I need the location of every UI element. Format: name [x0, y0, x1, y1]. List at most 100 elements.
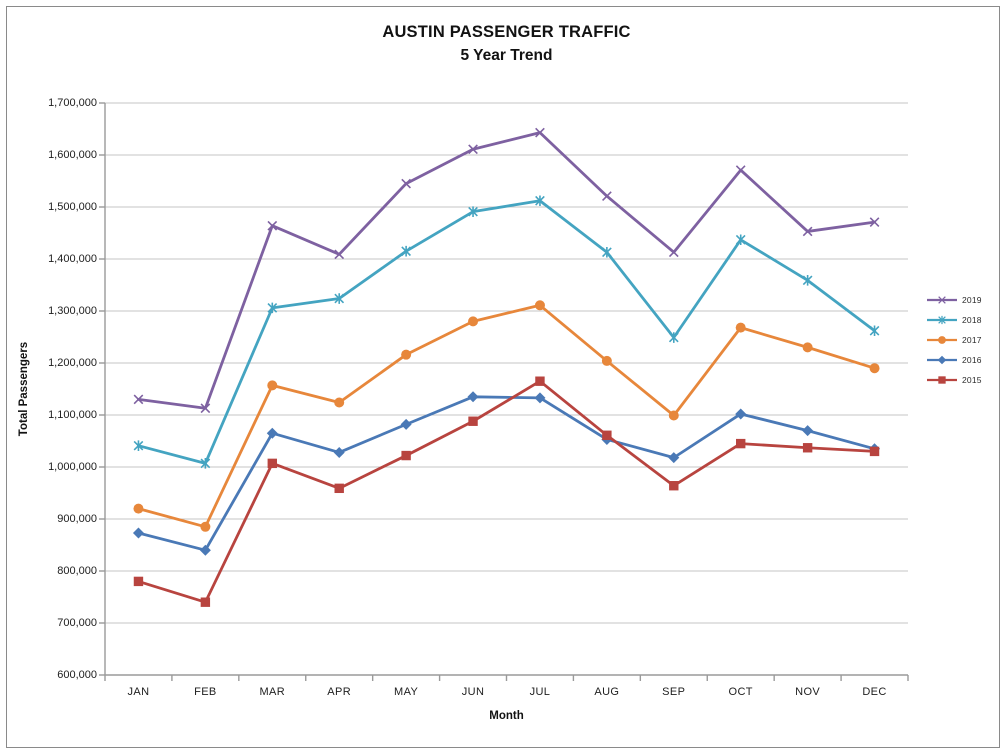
marker-circle-icon — [401, 349, 412, 360]
x-tick-label: SEP — [662, 686, 686, 698]
marker-square-icon — [133, 576, 144, 587]
marker-square-icon — [468, 416, 478, 426]
x-tick-label: JAN — [127, 686, 150, 698]
marker-x-icon — [200, 403, 211, 414]
y-tick-label: 1,300,000 — [48, 304, 97, 317]
legend-marker — [937, 355, 947, 365]
marker-asterisk-icon — [735, 234, 746, 246]
legend-marker — [938, 336, 946, 344]
marker-square-icon — [200, 597, 211, 607]
marker-square-icon — [267, 458, 277, 469]
chart-subtitle: 5 Year Trend — [460, 47, 553, 64]
marker-diamond-icon — [534, 392, 546, 404]
series-2016 — [132, 391, 881, 556]
legend-marker — [938, 315, 946, 325]
marker-circle-icon — [133, 503, 144, 514]
x-tick-label: DEC — [862, 686, 887, 698]
y-tick-label: 600,000 — [57, 668, 97, 681]
marker-diamond-icon — [199, 544, 211, 556]
series-line-2018 — [137, 199, 876, 465]
y-tick-label: 1,500,000 — [48, 200, 97, 213]
x-axis-title: Month — [489, 710, 524, 722]
legend-marker-icon — [927, 296, 957, 304]
marker-circle-icon — [938, 336, 946, 344]
marker-x-icon — [133, 394, 144, 405]
y-tick-label: 900,000 — [57, 512, 97, 525]
legend-marker — [938, 376, 946, 384]
y-axis-title: Total Passengers — [18, 341, 30, 437]
marker-square-icon — [869, 446, 880, 457]
marker-square-icon — [535, 376, 545, 386]
marker-circle-icon — [468, 316, 479, 327]
marker-x-icon — [267, 220, 278, 231]
legend-item-2017: 2017 — [926, 330, 982, 350]
marker-square-icon — [802, 443, 813, 453]
marker-x-icon — [735, 165, 746, 175]
legend-marker — [938, 296, 946, 304]
marker-diamond-icon — [802, 425, 814, 437]
marker-asterisk-icon — [869, 325, 880, 337]
marker-asterisk-icon — [200, 458, 211, 469]
legend-label: 2018 — [962, 315, 982, 325]
chart-title-block: AUSTIN PASSENGER TRAFFIC 5 Year Trend — [105, 20, 908, 68]
x-tick-label: MAR — [259, 686, 286, 698]
legend: 2019 2018 2017 2016 2015 — [926, 290, 982, 390]
x-tick-label: NOV — [795, 686, 821, 698]
marker-asterisk-icon — [401, 245, 411, 257]
legend-label: 2015 — [962, 375, 982, 385]
marker-asterisk-icon — [267, 302, 278, 314]
marker-asterisk-icon — [938, 315, 946, 325]
legend-marker-icon — [927, 376, 957, 384]
legend-label: 2016 — [962, 355, 982, 365]
y-tick-label: 1,700,000 — [48, 96, 97, 109]
x-tick-label: JUL — [529, 686, 551, 698]
series-line-2015 — [137, 379, 876, 604]
marker-circle-icon — [869, 363, 880, 374]
marker-x-icon — [334, 249, 345, 260]
y-tick-label: 1,600,000 — [48, 148, 97, 161]
marker-circle-icon — [267, 380, 278, 391]
marker-circle-icon — [334, 397, 345, 408]
series-line-2017 — [137, 303, 876, 529]
x-tick-label: AUG — [594, 686, 620, 698]
chart-border-frame — [6, 6, 1000, 748]
chart-title: AUSTIN PASSENGER TRAFFIC — [382, 23, 631, 41]
marker-diamond-icon — [266, 427, 278, 439]
marker-circle-icon — [200, 521, 211, 532]
series-2017 — [133, 300, 880, 532]
marker-square-icon — [334, 483, 344, 494]
marker-diamond-icon — [668, 452, 680, 464]
x-tick-label: MAY — [394, 686, 419, 698]
y-axis-tick-labels: 1,700,000 1,600,000 1,500,000 1,400,000 1,30… — [0, 0, 97, 753]
marker-square-icon — [938, 376, 946, 384]
marker-x-icon — [668, 247, 679, 258]
marker-diamond-icon — [132, 527, 144, 539]
marker-diamond-icon — [735, 408, 747, 420]
marker-x-icon — [938, 296, 946, 304]
marker-x-icon — [869, 217, 880, 227]
legend-marker-icon — [927, 336, 957, 344]
marker-square-icon — [401, 450, 411, 461]
marker-asterisk-icon — [133, 440, 144, 451]
marker-asterisk-icon — [668, 332, 679, 343]
marker-circle-icon — [735, 322, 746, 333]
legend-label: 2019 — [962, 295, 982, 305]
marker-asterisk-icon — [602, 246, 612, 258]
marker-square-icon — [669, 481, 679, 491]
marker-x-icon — [802, 226, 813, 237]
legend-item-2018: 2018 — [926, 310, 982, 330]
legend-item-2015: 2015 — [926, 370, 982, 390]
series-line-2019 — [137, 131, 876, 410]
marker-diamond-icon — [333, 446, 345, 458]
series-2019 — [133, 127, 880, 414]
marker-x-icon — [602, 191, 612, 201]
marker-circle-icon — [802, 342, 813, 353]
marker-circle-icon — [601, 355, 612, 366]
legend-item-2019: 2019 — [926, 290, 982, 310]
series-2018 — [133, 195, 880, 469]
marker-circle-icon — [534, 300, 545, 311]
y-tick-label: 1,400,000 — [48, 252, 97, 265]
marker-diamond-icon — [400, 418, 412, 430]
